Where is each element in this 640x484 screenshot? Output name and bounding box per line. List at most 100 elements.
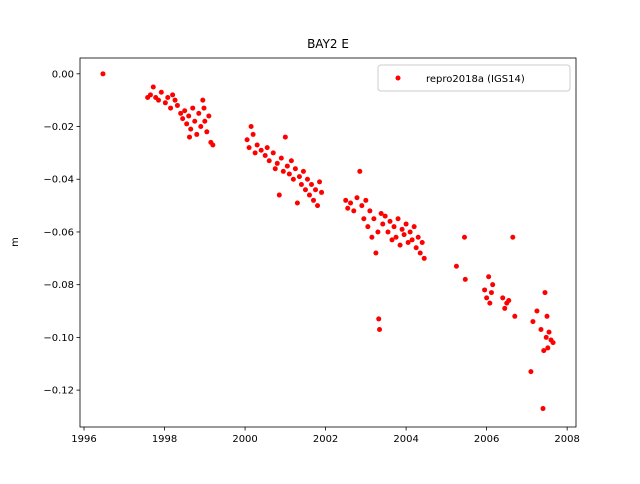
point — [546, 329, 552, 335]
point — [150, 84, 156, 90]
point — [385, 229, 391, 235]
point — [411, 224, 417, 230]
point — [250, 131, 256, 137]
point — [200, 97, 206, 103]
point — [308, 182, 314, 188]
x-tick-label: 2008 — [554, 434, 579, 445]
point — [246, 145, 252, 151]
point — [288, 158, 294, 164]
y-tick-label: −0.06 — [43, 227, 74, 238]
point — [292, 166, 298, 172]
point — [206, 113, 212, 119]
point — [311, 197, 317, 203]
point — [486, 274, 492, 280]
point — [409, 237, 415, 243]
point — [359, 203, 365, 209]
point — [395, 216, 401, 222]
point — [317, 179, 323, 185]
point — [506, 297, 512, 303]
point — [170, 92, 176, 98]
point — [204, 129, 210, 135]
x-tick-label: 2006 — [474, 434, 499, 445]
point — [158, 89, 164, 95]
point — [188, 126, 194, 132]
point — [196, 110, 202, 116]
point — [180, 116, 186, 122]
point — [210, 142, 216, 148]
point — [172, 97, 178, 103]
point — [351, 208, 357, 214]
point — [192, 118, 198, 124]
x-tick-label: 2000 — [232, 434, 257, 445]
point — [343, 197, 349, 203]
point — [190, 105, 196, 111]
y-tick-label: −0.08 — [43, 280, 74, 291]
point — [405, 240, 411, 245]
point — [530, 319, 536, 325]
point — [270, 150, 276, 156]
point — [278, 155, 284, 161]
point — [365, 224, 371, 230]
x-tick-label: 2004 — [393, 434, 418, 445]
point — [290, 176, 296, 182]
point — [354, 195, 360, 201]
chart-title: BAY2 E — [307, 37, 349, 51]
point — [382, 213, 388, 219]
point — [168, 105, 174, 111]
x-tick-label: 1996 — [71, 434, 96, 445]
point — [300, 168, 306, 174]
point — [393, 234, 399, 240]
point — [162, 100, 168, 106]
legend-label: repro2018a (IGS14) — [426, 74, 525, 85]
point — [540, 406, 546, 412]
point — [276, 192, 282, 198]
point — [165, 95, 171, 101]
point — [201, 105, 207, 111]
point — [482, 287, 488, 293]
point — [413, 245, 419, 251]
point — [348, 200, 354, 206]
point — [462, 276, 468, 282]
point — [488, 290, 494, 296]
point — [194, 131, 200, 137]
point — [544, 313, 550, 319]
y-tick-label: −0.10 — [43, 333, 74, 344]
x-tick-label: 2002 — [313, 434, 338, 445]
point — [282, 134, 288, 140]
point — [375, 229, 381, 235]
point — [315, 203, 321, 209]
x-tick-label: 1998 — [152, 434, 177, 445]
point — [415, 234, 421, 240]
point — [542, 290, 548, 296]
point — [313, 187, 319, 193]
point — [419, 240, 425, 245]
y-tick-label: −0.12 — [43, 386, 74, 397]
point — [286, 171, 292, 177]
point — [389, 237, 395, 243]
point — [377, 326, 383, 332]
point — [545, 345, 551, 351]
point — [174, 102, 180, 108]
point — [302, 187, 308, 193]
point — [254, 142, 260, 148]
point — [376, 316, 382, 322]
point — [363, 197, 369, 203]
legend-box — [377, 64, 571, 92]
point — [541, 348, 547, 354]
y-tick-label: 0.00 — [52, 69, 74, 80]
point — [178, 110, 184, 116]
point — [284, 163, 290, 169]
point — [484, 295, 490, 301]
point — [266, 158, 272, 164]
point — [397, 242, 403, 248]
point — [490, 282, 496, 288]
point — [156, 97, 162, 103]
point — [100, 71, 106, 77]
point — [361, 216, 367, 222]
point — [280, 168, 286, 174]
point — [186, 113, 192, 119]
point — [543, 334, 549, 340]
point — [262, 153, 268, 159]
